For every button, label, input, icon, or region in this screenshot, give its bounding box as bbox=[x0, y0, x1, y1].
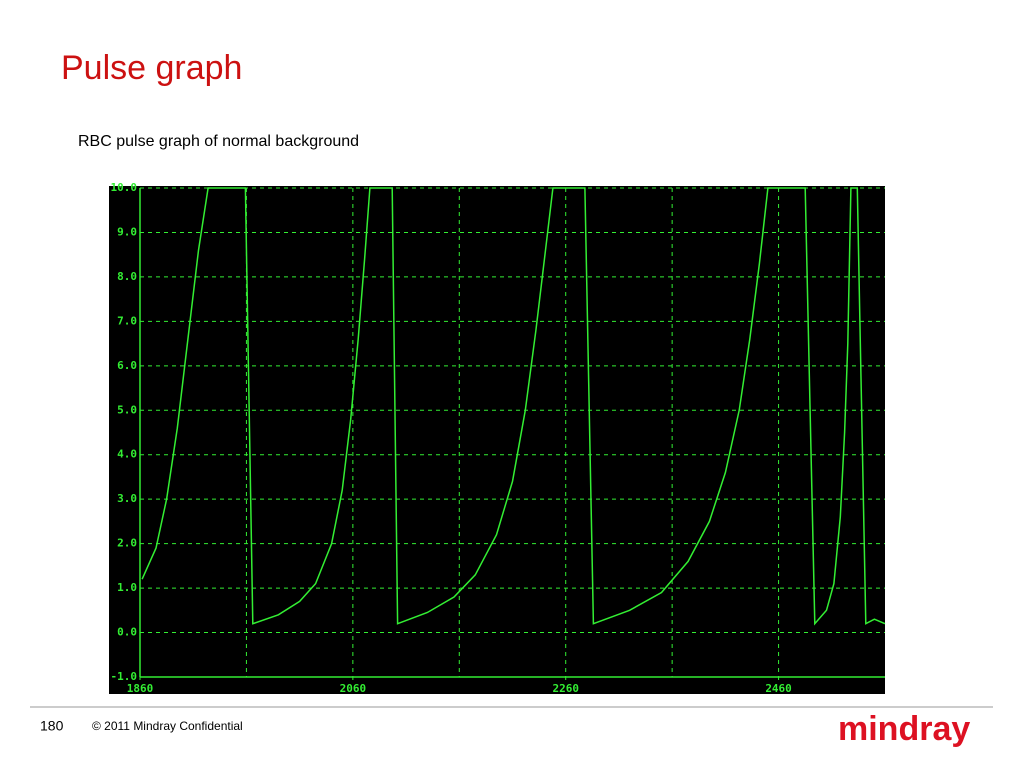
x-tick-label: 2460 bbox=[765, 682, 792, 695]
x-tick-label: 1860 bbox=[127, 682, 154, 695]
y-tick-label: 8.0 bbox=[117, 270, 137, 283]
x-tick-label: 2060 bbox=[340, 682, 367, 695]
pulse-line bbox=[141, 187, 886, 626]
y-tick-label: 1.0 bbox=[117, 581, 137, 594]
copyright: © 2011 Mindray Confidential bbox=[92, 719, 243, 733]
x-tick-label: 2260 bbox=[552, 682, 579, 695]
subtitle: RBC pulse graph of normal background bbox=[78, 133, 359, 150]
slide-title: Pulse graph bbox=[61, 49, 242, 87]
logo: mindray bbox=[838, 710, 970, 748]
y-tick-label: -1.0 bbox=[111, 670, 138, 683]
y-tick-label: 5.0 bbox=[117, 403, 137, 416]
y-tick-label: 2.0 bbox=[117, 537, 137, 550]
y-tick-label: 9.0 bbox=[117, 225, 137, 238]
y-tick-label: 6.0 bbox=[117, 359, 137, 372]
plot: -1.0 0.0 1.0 2.0 3.0 4.0 5.0 6.0 7.0 8.0 9.0 10.0 18… bbox=[111, 181, 886, 695]
y-tick-label: 7.0 bbox=[117, 314, 137, 327]
y-tick-label: 4.0 bbox=[117, 448, 137, 461]
plot-background bbox=[109, 186, 885, 694]
y-tick-label: 3.0 bbox=[117, 492, 137, 505]
y-tick-label: 10.0 bbox=[111, 181, 138, 194]
y-tick-label: 0.0 bbox=[117, 626, 137, 639]
page-number: 180 bbox=[40, 718, 64, 734]
